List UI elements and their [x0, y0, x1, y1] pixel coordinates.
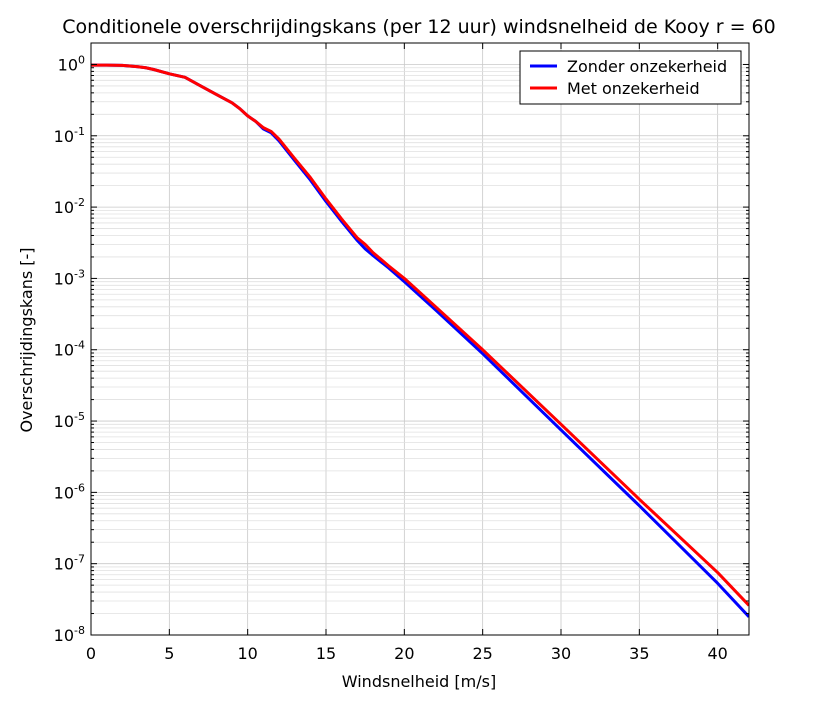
- x-tick-label: 15: [316, 644, 336, 663]
- legend-box: [519, 50, 742, 105]
- legend-label-zonder: Zonder onzekerheid: [567, 57, 727, 76]
- x-tick-label: 20: [394, 644, 414, 663]
- legend: Zonder onzekerheid Met onzekerheid: [519, 50, 742, 105]
- y-tick-label: 10-1: [54, 125, 85, 146]
- series-line-1: [91, 63, 749, 607]
- x-tick-label: 0: [86, 644, 96, 663]
- x-tick-label: 5: [164, 644, 174, 663]
- y-tick-label: 10-6: [54, 481, 85, 502]
- y-tick-label: 10-5: [54, 410, 85, 431]
- y-tick-label: 10-8: [54, 624, 85, 645]
- x-tick-labels: 0 5 10 15 20 25 30 35 40: [86, 644, 728, 663]
- legend-label-met: Met onzekerheid: [567, 79, 700, 98]
- x-tick-label: 35: [629, 644, 649, 663]
- y-tick-label: 10-7: [54, 553, 85, 574]
- x-tick-label: 25: [472, 644, 492, 663]
- chart-title: Conditionele overschrijdingskans (per 12…: [62, 16, 775, 38]
- series-layer: [91, 63, 749, 618]
- y-tick-labels: 100 10-1 10-2 10-3 10-4 10-5 10-6 10-7 10-8: [54, 53, 85, 645]
- grid: [90, 42, 749, 636]
- plot-frame: [90, 42, 750, 636]
- x-tick-label: 40: [707, 644, 727, 663]
- y-axis-label: Overschrijdingskans [-]: [17, 247, 36, 432]
- series-line-0: [91, 63, 749, 618]
- x-axis-label: Windsnelheid [m/s]: [342, 672, 496, 691]
- x-tick-label: 30: [551, 644, 571, 663]
- y-tick-label: 10-3: [54, 267, 85, 288]
- y-tick-label: 10-2: [54, 196, 85, 217]
- y-tick-label: 100: [58, 53, 85, 74]
- tick-marks: [90, 42, 749, 636]
- y-tick-label: 10-4: [54, 339, 85, 360]
- x-tick-label: 10: [237, 644, 257, 663]
